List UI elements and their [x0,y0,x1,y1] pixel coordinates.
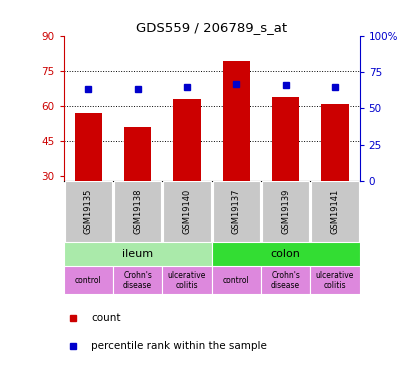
Bar [272,97,299,181]
Text: GSM19138: GSM19138 [133,189,142,234]
Bar [124,127,151,181]
Bar [113,267,162,294]
Text: GSM19141: GSM19141 [330,189,339,234]
Text: colon: colon [271,249,300,259]
Bar [64,267,113,294]
Text: percentile rank within the sample: percentile rank within the sample [91,341,267,351]
Bar [65,181,112,242]
Text: ileum: ileum [122,249,153,259]
Text: control: control [223,276,250,285]
Bar [223,62,250,181]
Bar [212,181,260,242]
Text: Crohn's
disease: Crohn's disease [123,271,152,290]
Text: GSM19139: GSM19139 [281,189,290,234]
Title: GDS559 / 206789_s_at: GDS559 / 206789_s_at [136,21,287,34]
Bar [261,267,310,294]
Text: GSM19137: GSM19137 [232,189,241,234]
Bar [173,99,201,181]
Text: control: control [75,276,102,285]
Text: GSM19140: GSM19140 [182,189,192,234]
Bar [310,267,360,294]
Bar [321,104,349,181]
Text: count: count [91,313,121,323]
Bar [262,181,309,242]
Text: ulcerative
colitis: ulcerative colitis [168,271,206,290]
Text: GSM19135: GSM19135 [84,189,93,234]
Bar [311,181,359,242]
Bar [64,242,212,267]
Bar [75,113,102,181]
Text: ulcerative
colitis: ulcerative colitis [316,271,354,290]
Bar [163,181,211,242]
Bar [212,267,261,294]
Bar [114,181,162,242]
Text: Crohn's
disease: Crohn's disease [271,271,300,290]
Bar [212,242,360,267]
Bar [162,267,212,294]
